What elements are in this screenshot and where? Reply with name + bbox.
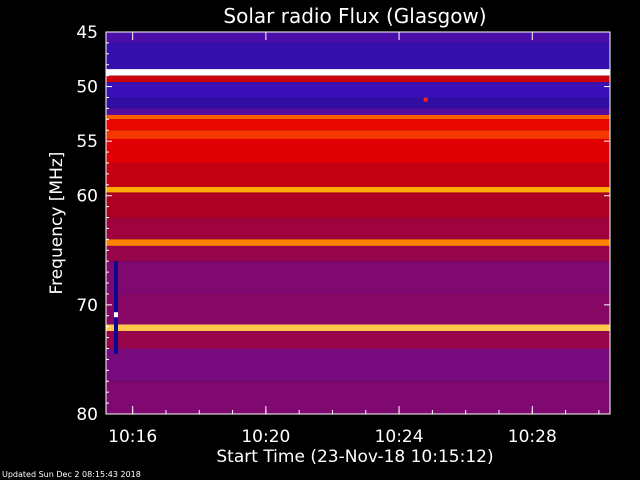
spot-feature-1: [423, 97, 428, 102]
band-0: [106, 32, 610, 43]
band-11: [106, 162, 610, 187]
band-14: [106, 217, 610, 240]
y-tick-label-5: 80: [76, 405, 98, 425]
chart-title: Solar radio Flux (Glasgow): [223, 4, 486, 28]
band-3: [106, 75, 610, 83]
y-tick-label-4: 70: [76, 296, 98, 316]
y-tick-label-2: 55: [76, 132, 98, 152]
plot-frame: [105, 31, 611, 415]
plot-area: [105, 31, 611, 415]
x-tick-label-3: 10:28: [508, 427, 557, 447]
band-19: [106, 324, 610, 332]
band-20: [106, 331, 610, 349]
band-8: [106, 119, 610, 131]
x-tick-label-0: 10:16: [108, 427, 157, 447]
band-7: [106, 114, 610, 120]
band-17: [106, 261, 610, 294]
band-6: [106, 108, 610, 115]
y-axis: 45 50 55 60 70 80: [76, 23, 610, 425]
band-10: [106, 138, 610, 163]
x-axis: 10:16 10:20 10:24 10:28: [108, 32, 600, 447]
y-tick-label-3: 60: [76, 187, 98, 207]
band-16: [106, 245, 610, 262]
band-5: [106, 97, 610, 109]
y-tick-label-1: 50: [76, 78, 98, 98]
band-9: [106, 130, 610, 139]
y-tick-label-0: 45: [76, 23, 98, 43]
spectrogram-features: [113, 97, 428, 354]
band-4: [106, 82, 610, 98]
band-22: [106, 381, 610, 414]
x-tick-label-1: 10:20: [241, 427, 290, 447]
burst-feature-0: [113, 261, 118, 354]
x-tick-label-2: 10:24: [375, 427, 424, 447]
band-2: [106, 69, 610, 76]
band-1: [106, 42, 610, 70]
band-18: [106, 293, 610, 325]
updated-timestamp: Updated Sun Dec 2 08:15:43 2018: [2, 470, 141, 479]
band-21: [106, 348, 610, 382]
burst-peak-0: [113, 312, 118, 318]
band-13: [106, 192, 610, 218]
y-axis-label: Frequency [MHz]: [47, 152, 67, 295]
band-15: [106, 239, 610, 246]
x-axis-label: Start Time (23-Nov-18 10:15:12): [216, 447, 493, 467]
spectrogram-bands: [106, 32, 610, 414]
band-12: [106, 186, 610, 193]
